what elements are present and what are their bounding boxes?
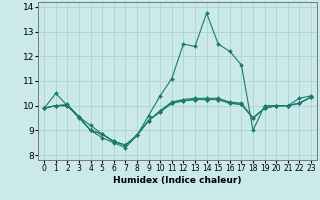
X-axis label: Humidex (Indice chaleur): Humidex (Indice chaleur) (113, 176, 242, 185)
